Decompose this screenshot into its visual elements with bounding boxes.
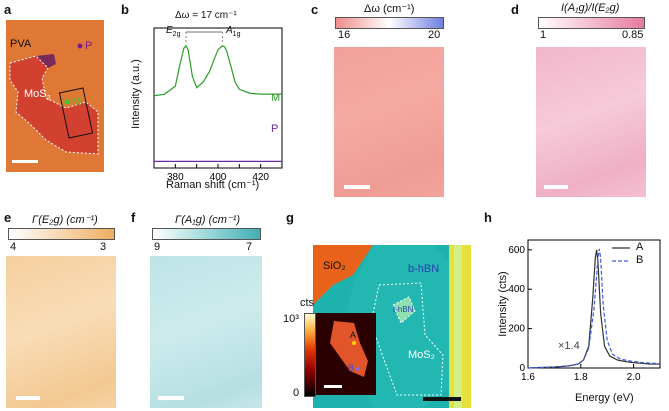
h-ytick-label-600: 600 [508,245,525,256]
h-xtick-label-1.6: 1.6 [521,372,535,383]
b-ylabel: Intensity (a.u.) [130,59,142,129]
label-p: P [85,40,93,52]
b-axes-frame [153,27,283,169]
inset-point-b [356,367,360,371]
region-m-box [58,87,94,139]
h-axes-frame [527,239,661,369]
b-series-p-label: P [271,123,279,135]
scale-bar-c [344,185,370,189]
h-xlabel: Energy (eV) [575,392,634,404]
h-legend-b: B [636,254,644,266]
e-map [6,256,116,408]
flake-outline [9,55,99,155]
e-tick-min: 4 [10,241,17,253]
b-xtick-label-400: 400 [210,172,227,180]
b-series-m-label: M [271,92,281,104]
g-sio2-label: SiO₂ [323,260,346,272]
sio2-region [313,245,373,305]
e-colorbar [8,228,115,240]
c-tick-max: 20 [428,29,441,41]
f-tick-max: 7 [246,241,253,253]
h-multiplier: ×1.4 [558,340,580,352]
panel-a-label: a [4,2,12,17]
panel-g-label: g [286,210,294,225]
g-mos2-label: MoS₂ [408,349,435,361]
inset-flake [330,321,368,377]
label-m: M [72,96,82,108]
label-pva: PVA [10,38,32,50]
h-xtick-label-1.8: 1.8 [574,372,588,383]
d-map [536,47,646,197]
d-colorbar [538,17,645,29]
g-cts-max: 10³ [283,313,299,325]
f-colorbar [152,228,261,240]
e-title: Γ(E₂g) (cm⁻¹) [32,214,98,226]
scale-bar-g [423,397,461,401]
b-delta-label: Δω = 17 cm⁻¹ [175,10,237,21]
scale-bar-a [12,160,38,163]
inset-point-a [352,341,356,345]
h-ytick-label-0: 0 [519,363,525,374]
c-tick-min: 16 [338,29,351,41]
c-colorbar [335,17,444,29]
h-xtick-label-2: 2.0 [627,372,641,383]
d-tick-max: 0.85 [622,29,644,41]
panel-b-label: b [121,2,129,17]
g-cts-min: 0 [293,387,300,399]
g-cts-label: cts [300,297,315,309]
e-tick-max: 3 [100,241,107,253]
c-title: Δω (cm⁻¹) [364,3,415,15]
g-thbn-label: t-hBN [393,305,414,314]
scale-bar-f [158,396,184,400]
yellow-strip-inner [454,245,462,408]
panel-e-label: e [4,210,12,225]
pva-dark-region [36,54,56,68]
f-map [150,256,262,408]
scale-bar-d [544,185,568,189]
pl-chart: 1.6 1.8 2.0 0 200 400 600 [508,239,661,383]
point-m [64,99,70,105]
g-inset-a: A [350,330,357,340]
b-xtick-label-380: 380 [167,172,184,180]
f-title: Γ(A₁g) (cm⁻¹) [175,214,241,226]
raman-chart: 380 400 420 [153,27,283,180]
point-p [77,43,83,49]
g-bhbn-label: b-hBN [408,263,440,275]
b-e2g-label: E2g [166,25,181,38]
g-colorbar [304,313,316,397]
g-inset-b: B [348,363,355,373]
h-legend-a: A [636,241,644,253]
h-ytick-label-200: 200 [508,324,525,335]
d-tick-min: 1 [540,29,547,41]
b-xtick-label-420: 420 [252,172,269,180]
panel-c-label: c [311,2,319,17]
scale-bar-e [16,396,40,400]
f-tick-min: 9 [154,241,161,253]
h-series-B [527,248,661,369]
label-mos2: MoS2 [24,88,51,103]
b-xlabel: Raman shift (cm⁻¹) [166,179,260,191]
pva-region [10,56,98,154]
panel-f-label: f [131,210,136,225]
b-series-M [153,44,282,97]
g-inset-pl-map: A B [316,313,376,395]
d-title: I(A₁g)/I(E₂g) [561,2,620,14]
c-map [334,47,444,197]
panel-d-label: d [511,2,519,17]
panel-a-image: PVA P MoS2 M [6,20,104,172]
panel-h-label: h [484,210,492,225]
inset-scale-bar [324,385,342,388]
b-a1g-label: A1g [226,25,241,38]
thbn-region [392,296,416,324]
h-ytick-label-400: 400 [508,284,525,295]
